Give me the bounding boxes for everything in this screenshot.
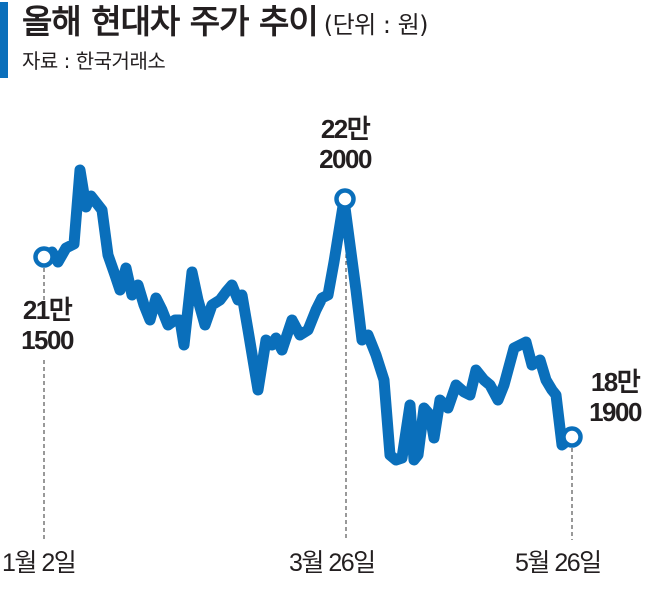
x-label-start: 1월 2일 (2, 549, 77, 577)
end-value-line1: 18만 (590, 367, 641, 397)
x-label-peak: 3월 26일 (289, 549, 376, 577)
peak-value-line2: 2000 (319, 144, 372, 174)
start-value-label: 21만 1500 (12, 295, 82, 355)
price-line (38, 164, 578, 466)
chart-source: 자료 : 한국거래소 (22, 49, 166, 73)
peak-point-marker (334, 188, 356, 210)
x-label-end: 5월 26일 (515, 549, 602, 577)
start-value-line2: 1500 (21, 325, 74, 355)
peak-value-line1: 22만 (320, 114, 371, 144)
chart-unit: (단위 : 원) (323, 11, 429, 39)
end-point-marker (561, 426, 583, 448)
start-value-line1: 21만 (22, 295, 73, 325)
chart-title: 올해 현대차 주가 추이 (단위 : 원) (22, 2, 429, 48)
peak-value-label: 22만 2000 (300, 114, 390, 174)
title-accent-bar (0, 2, 8, 78)
end-value-label: 18만 1900 (582, 367, 648, 427)
chart-title-main: 올해 현대차 주가 추이 (22, 2, 319, 41)
end-value-line2: 1900 (589, 397, 642, 427)
start-point-marker (33, 246, 55, 268)
